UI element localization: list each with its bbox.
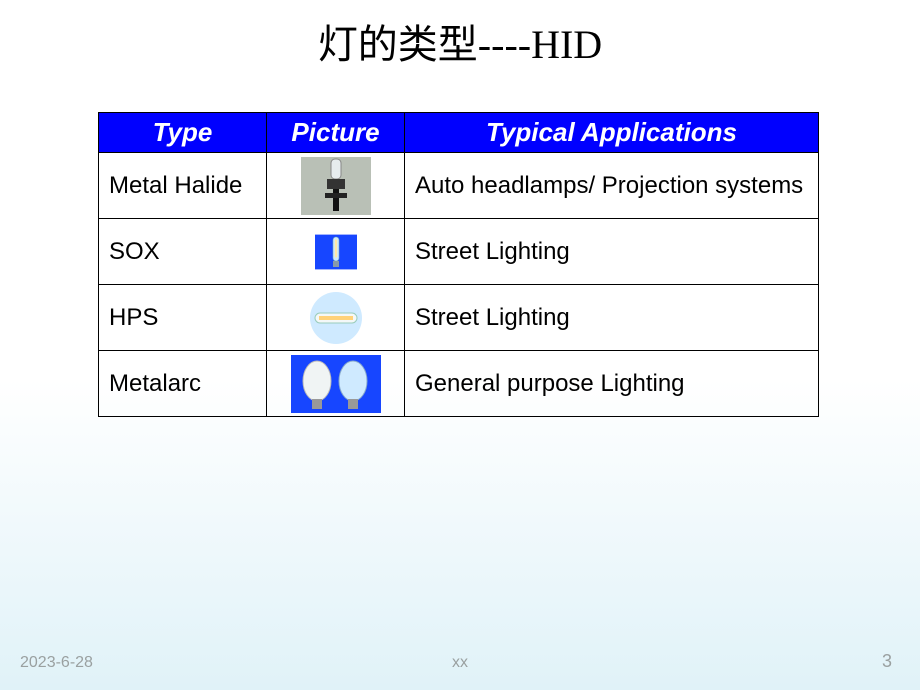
cell-picture <box>267 219 405 285</box>
footer-center-text: xx <box>0 654 920 672</box>
cell-picture <box>267 153 405 219</box>
col-header-type: Type <box>99 113 267 153</box>
metal-halide-lamp-icon <box>301 157 371 215</box>
cell-app: Street Lighting <box>405 285 819 351</box>
col-header-applications: Typical Applications <box>405 113 819 153</box>
table-row: Metalarc General purpose Lighting <box>99 351 819 417</box>
slide-title: 灯的类型----HID <box>0 12 920 70</box>
hps-lamp-icon <box>301 289 371 347</box>
cell-type: Metalarc <box>99 351 267 417</box>
cell-picture <box>267 351 405 417</box>
col-header-picture: Picture <box>267 113 405 153</box>
table-row: HPS Street Lighting <box>99 285 819 351</box>
table-row: SOX Street Lighting <box>99 219 819 285</box>
cell-type: HPS <box>99 285 267 351</box>
cell-type: Metal Halide <box>99 153 267 219</box>
metalarc-lamp-icon <box>291 355 381 413</box>
cell-app: General purpose Lighting <box>405 351 819 417</box>
cell-picture <box>267 285 405 351</box>
cell-app: Auto headlamps/ Projection systems <box>405 153 819 219</box>
cell-type: SOX <box>99 219 267 285</box>
table-row: Metal Halide Auto headlamps/ Projection … <box>99 153 819 219</box>
footer-page-number: 3 <box>882 651 892 672</box>
cell-app: Street Lighting <box>405 219 819 285</box>
lamp-type-table: Type Picture Typical Applications Metal … <box>98 112 818 417</box>
sox-lamp-icon <box>315 221 357 283</box>
